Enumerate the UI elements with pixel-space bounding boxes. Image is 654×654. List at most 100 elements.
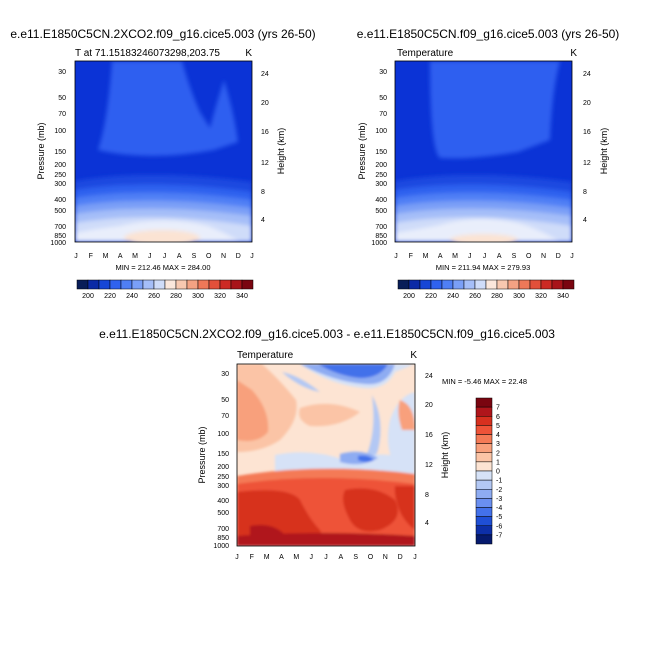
height-tick-label: 8 [583,189,587,196]
y-tick-label: 30 [58,69,66,76]
y-tick-label: 70 [379,111,387,118]
colorbar-label: 220 [104,293,116,300]
x-tick-label: J [74,253,78,260]
y-axis-label: Pressure (mb) [357,122,367,179]
x-tick-label: S [192,253,197,260]
x-tick-label: A [338,554,343,561]
colorbar-label: 2 [496,450,500,457]
colorbar-swatch [475,516,493,526]
y-tick-label: 850 [54,233,66,240]
colorbar-label: 300 [192,293,204,300]
colorbar-label: 260 [469,293,481,300]
y-ticks: 30 50 70 100 150 200 250 300 400 500 700… [213,371,229,550]
y-axis-label-right: Height (km) [599,128,609,175]
colorbar-label: 320 [535,293,547,300]
x-tick-label: J [235,554,239,561]
colorbar-label: -6 [496,523,502,530]
y-tick-label: 200 [375,162,387,169]
x-tick-label: A [177,253,182,260]
colorbar-swatch [475,397,493,408]
height-tick-label: 8 [425,492,429,499]
y-ticks-right: 24 20 16 12 8 4 [583,71,591,224]
colorbar-label: 340 [236,293,248,300]
colorbar-swatch [474,279,487,290]
y-tick-label: 300 [375,181,387,188]
y-tick-label: 200 [54,162,66,169]
colorbar-swatch [507,279,520,290]
y-tick-label: 150 [217,451,229,458]
colorbar-label: -5 [496,514,502,521]
colorbar-swatch [241,279,254,290]
colorbar-swatch [219,279,232,290]
height-tick-label: 24 [425,373,433,380]
x-tick-label: J [413,554,417,561]
y-ticks: 30 50 70 100 150 200 250 300 400 500 700… [371,69,387,247]
y-tick-label: 70 [58,111,66,118]
colorbar-swatch [475,507,493,517]
panel-title: e.e11.E1850C5CN.2XCO2.f09_g16.cice5.003 … [99,327,555,341]
y-tick-label: 1000 [213,543,229,550]
colorbar-swatch [441,279,454,290]
colorbar: 200 220 240 260 280 300 320 340 [397,279,575,300]
colorbar-swatch [397,279,410,290]
height-tick-label: 4 [425,520,429,527]
min-max-label: MIN = 211.94 MAX = 279.93 [436,263,531,272]
panel-subtitle-left: Temperature [397,48,454,59]
colorbar-label: 300 [513,293,525,300]
x-tick-label: J [394,253,398,260]
colorbar-swatch [529,279,542,290]
plot-frame [236,363,416,547]
x-tick-label: J [148,253,152,260]
panel-difference: e.e11.E1850C5CN.2XCO2.f09_g16.cice5.003 … [99,327,555,561]
colorbar-swatch [109,279,122,290]
panel-2xco2: e.e11.E1850C5CN.2XCO2.f09_g16.cice5.003 … [10,27,315,300]
x-tick-label: M [293,554,299,561]
x-tick-label: J [250,253,254,260]
colorbar-swatch [153,279,166,290]
temperature-difference-field [237,364,415,546]
plot-frame [394,60,573,243]
y-ticks: 30 50 70 100 150 200 250 300 400 500 700… [50,69,66,247]
colorbar-swatch [540,279,553,290]
panel-title: e.e11.E1850C5CN.2XCO2.f09_g16.cice5.003 … [10,27,315,41]
colorbar-label: 200 [82,293,94,300]
x-tick-label: J [468,253,472,260]
height-tick-label: 12 [261,160,269,167]
colorbar-label: 220 [425,293,437,300]
colorbar-label: 340 [557,293,569,300]
colorbar-label: 240 [126,293,138,300]
height-tick-label: 24 [261,71,269,78]
height-tick-label: 20 [425,402,433,409]
colorbar-label: -7 [496,532,502,539]
colorbar-label: -4 [496,505,502,512]
colorbar-label: 280 [491,293,503,300]
panel-subtitle-left: T at 71.15183246073298,203.75 [75,48,220,59]
colorbar-swatch [463,279,476,290]
colorbar-swatch [475,434,493,444]
x-tick-label: J [570,253,574,260]
panel-title: e.e11.E1850C5CN.f09_g16.cice5.003 (yrs 2… [357,27,620,41]
colorbar-swatch [197,279,210,290]
colorbar-swatch [142,279,155,290]
y-tick-label: 100 [54,128,66,135]
height-tick-label: 16 [583,129,591,136]
colorbar-label: 200 [403,293,415,300]
colorbar-swatch [475,452,493,463]
colorbar-swatch [76,279,89,290]
x-tick-label: F [250,554,254,561]
colorbar-swatch [475,489,493,499]
y-tick-label: 200 [217,464,229,471]
colorbar-label: 6 [496,414,500,421]
colorbar-swatch [475,479,493,490]
colorbar-swatch [562,279,575,290]
panel-units: K [245,48,252,59]
x-tick-label: A [118,253,123,260]
colorbar-label: 3 [496,441,500,448]
colorbar-swatch [186,279,199,290]
y-tick-label: 50 [58,95,66,102]
x-tick-label: A [438,253,443,260]
colorbar-label: 7 [496,405,500,412]
y-ticks-right: 24 20 16 12 8 4 [425,373,433,527]
y-tick-label: 700 [217,526,229,533]
